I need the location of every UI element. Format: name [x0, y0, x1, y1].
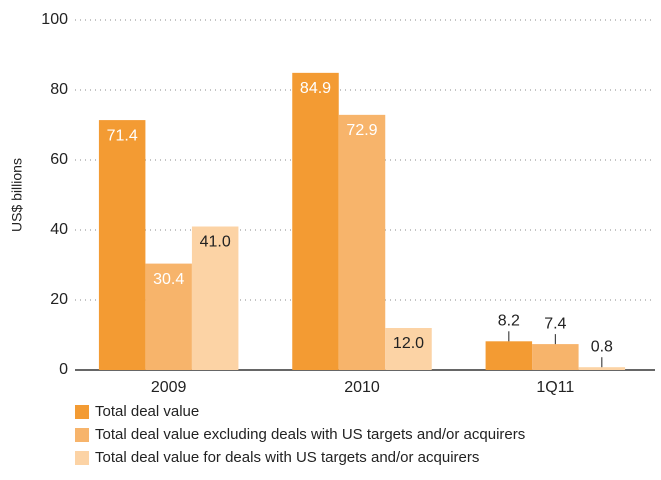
y-tick-label: 80 — [50, 81, 68, 98]
legend-label: Total deal value excluding deals with US… — [95, 426, 525, 443]
value-label: 12.0 — [393, 335, 424, 352]
bar — [485, 341, 533, 370]
bar — [145, 263, 192, 370]
bar — [385, 328, 432, 370]
y-tick-label: 40 — [50, 221, 68, 238]
x-tick-label: 1Q11 — [536, 379, 574, 396]
bar — [578, 367, 626, 370]
value-label: 71.4 — [107, 127, 138, 144]
bar — [338, 114, 386, 370]
bar — [98, 120, 146, 370]
x-tick-label: 2009 — [151, 379, 187, 396]
value-label: 8.2 — [498, 313, 520, 330]
value-label: 30.4 — [153, 271, 184, 288]
legend-label: Total deal value — [95, 403, 199, 420]
legend-label: Total deal value for deals with US targe… — [95, 449, 479, 466]
legend-swatch — [75, 428, 89, 442]
value-label: 7.4 — [544, 315, 566, 332]
legend-swatch — [75, 405, 89, 419]
y-tick-label: 0 — [59, 361, 68, 378]
legend-swatch — [75, 451, 89, 465]
y-tick-label: 60 — [50, 151, 68, 168]
y-tick-label: 100 — [41, 11, 68, 28]
bar — [191, 226, 239, 370]
bar — [532, 344, 579, 370]
bar — [292, 72, 339, 370]
y-axis-label: US$ billions — [9, 158, 25, 232]
value-label: 0.8 — [591, 338, 613, 355]
y-tick-label: 20 — [50, 291, 68, 308]
x-tick-label: 2010 — [344, 379, 380, 396]
value-label: 84.9 — [300, 80, 331, 97]
value-label: 41.0 — [200, 234, 231, 251]
value-label: 72.9 — [346, 122, 377, 139]
